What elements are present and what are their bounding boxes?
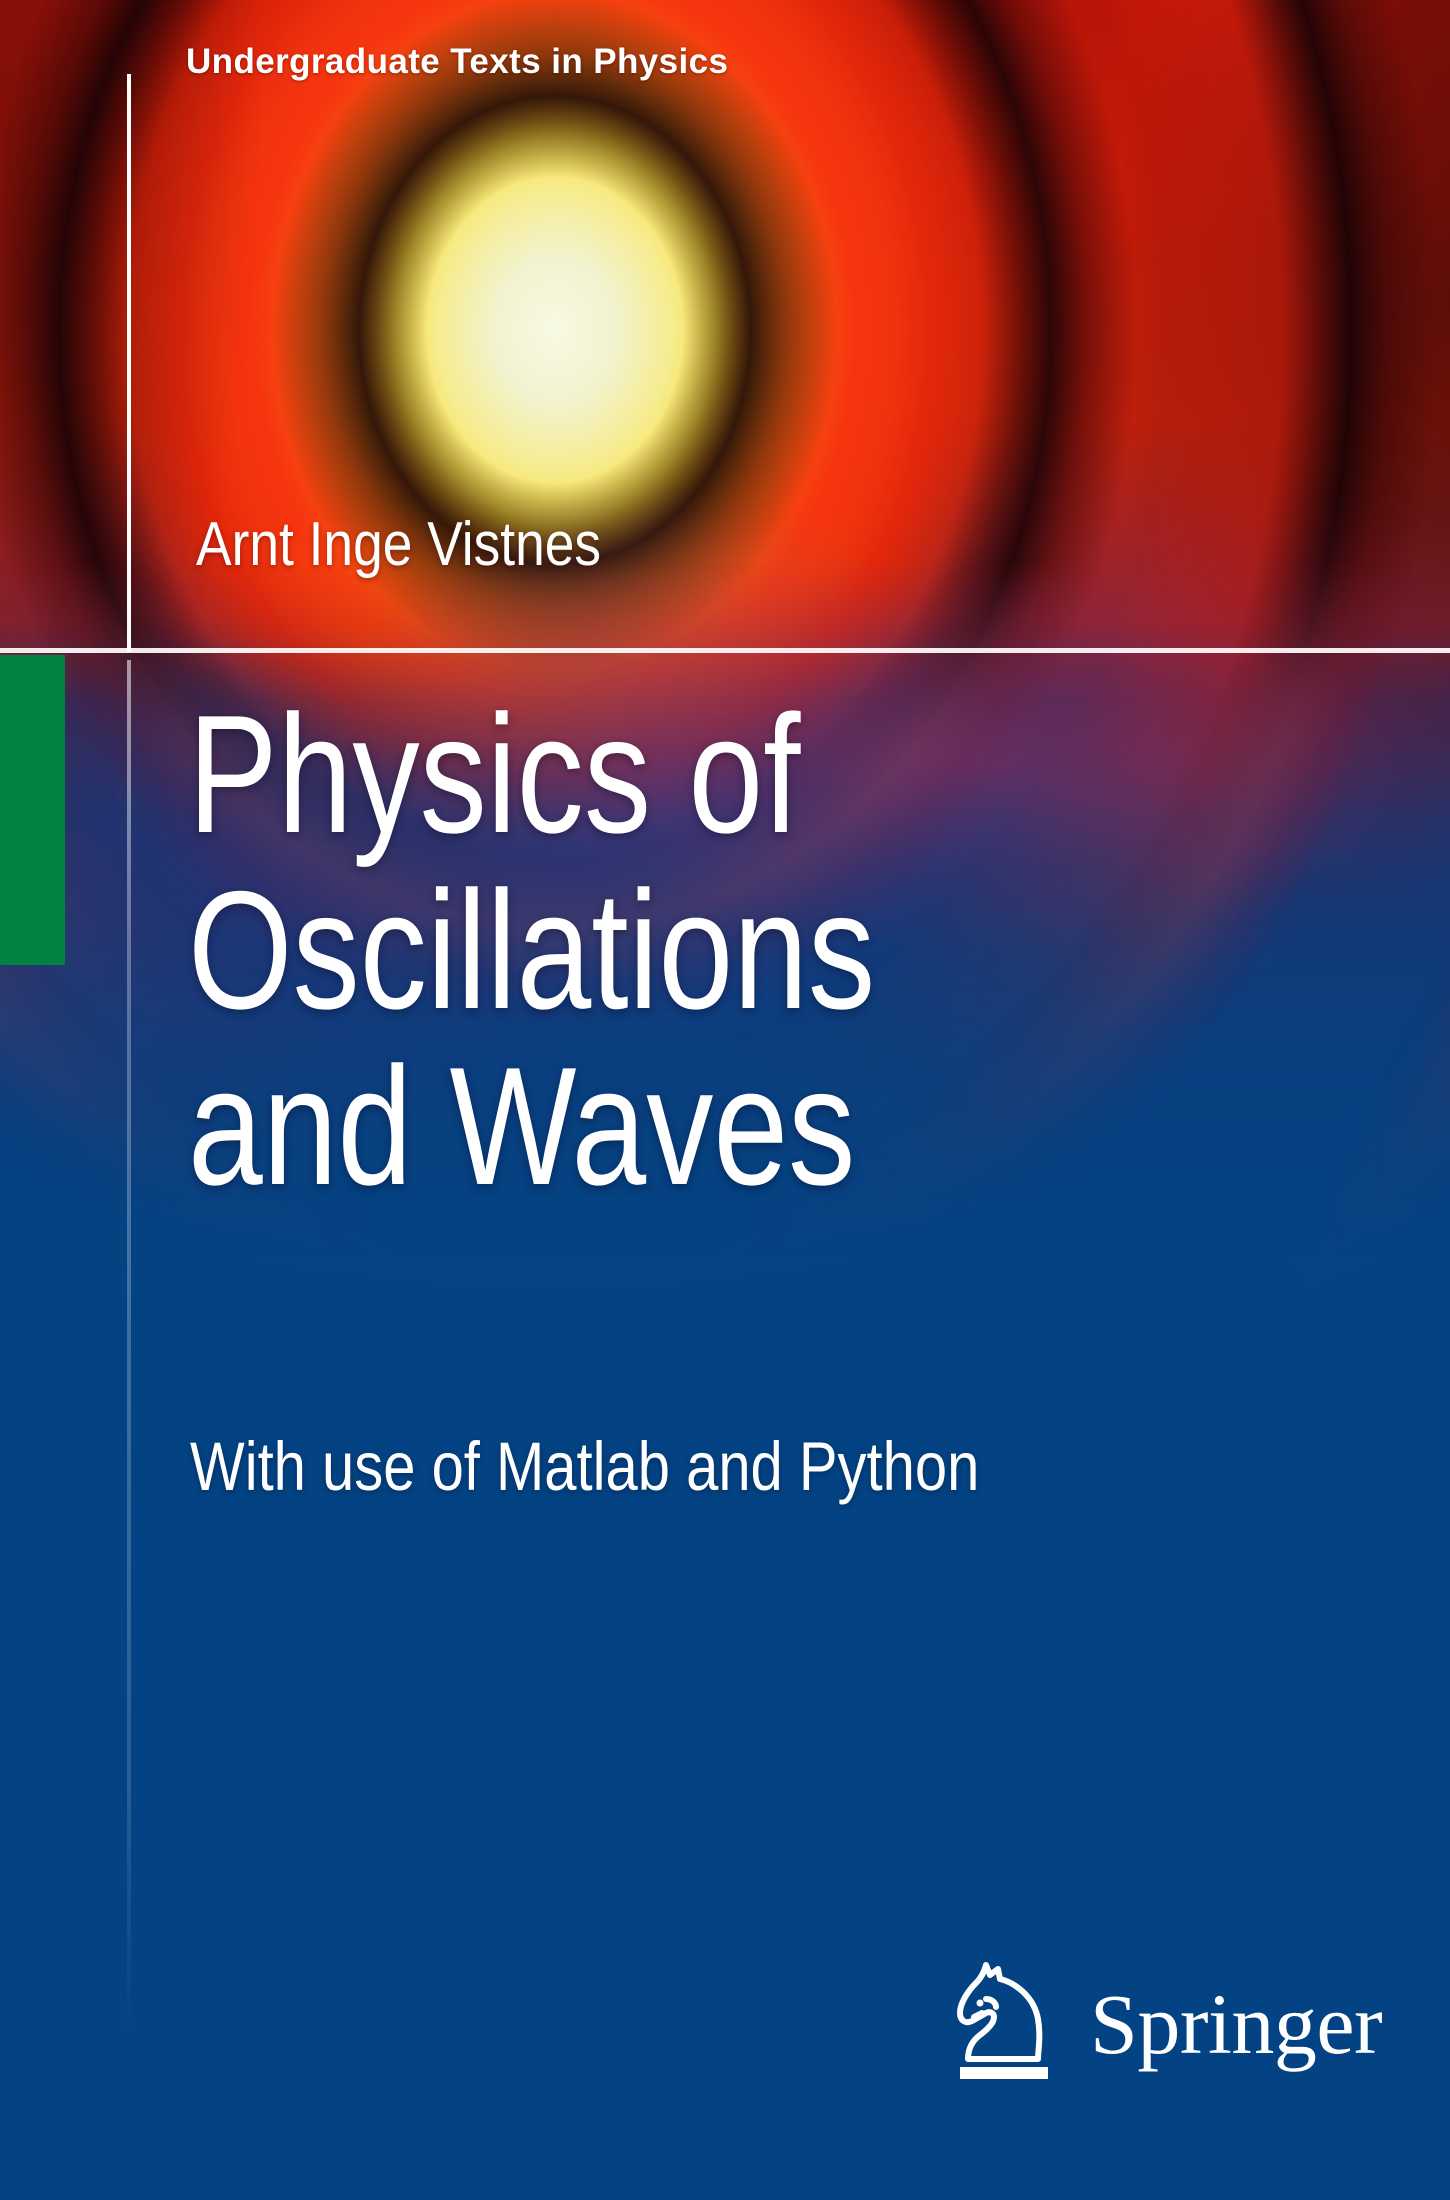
book-title: Physics of Oscillations and Waves	[188, 686, 1092, 1214]
book-title-line-3: and Waves	[188, 1032, 856, 1220]
series-title: Undergraduate Texts in Physics	[186, 42, 729, 81]
book-title-line-2: Oscillations	[188, 856, 876, 1044]
publisher-name: Springer	[1090, 1975, 1383, 2072]
publisher-logo: Springer	[942, 1955, 1383, 2092]
book-title-line-1: Physics of	[188, 680, 801, 868]
series-color-block	[0, 655, 65, 965]
horizontal-rule	[0, 648, 1450, 653]
author-name: Arnt Inge Vistnes	[196, 510, 602, 579]
springer-knight-icon	[942, 1955, 1068, 2092]
book-subtitle: With use of Matlab and Python	[190, 1428, 980, 1505]
vertical-rule-bottom	[127, 660, 131, 2030]
vertical-rule-top	[127, 74, 131, 652]
